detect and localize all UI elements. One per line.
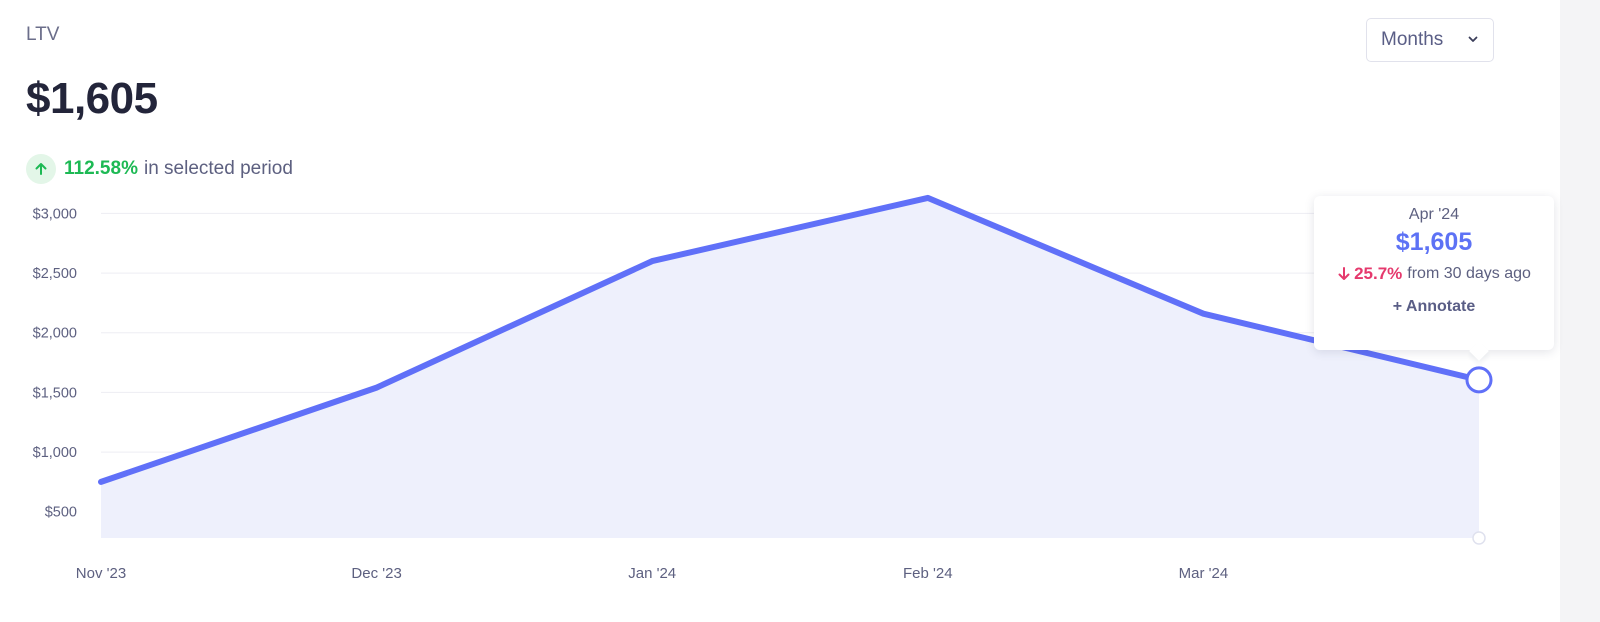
tooltip-date: Apr '24	[1408, 206, 1460, 223]
tooltip-value: $1,605	[1395, 228, 1473, 256]
y-tick-label: $1,500	[33, 385, 77, 401]
period-select-value: Months	[1381, 29, 1444, 50]
period-change: 112.58% in selected period	[26, 154, 293, 184]
y-tick-label: $3,000	[33, 206, 77, 222]
tooltip-change-percent: 25.7%	[1354, 264, 1403, 283]
right-gutter	[1560, 0, 1600, 622]
y-tick-label: $500	[45, 505, 77, 521]
x-tick-label: Nov '23	[76, 565, 126, 582]
chevron-down-icon	[1467, 29, 1479, 51]
chart-tooltip: Apr '24 $1,605 25.7% from 30 days ago + …	[1314, 196, 1554, 350]
change-percent: 112.58%	[64, 158, 138, 179]
y-tick-label: $2,000	[33, 326, 77, 342]
arrow-up-icon	[26, 154, 56, 184]
change-text: in selected period	[143, 158, 293, 179]
series-area	[101, 197, 1479, 538]
period-select[interactable]: Months	[1366, 18, 1494, 62]
metric-label: LTV	[26, 24, 60, 45]
metric-value: $1,605	[26, 74, 158, 123]
series-line	[98, 194, 1482, 485]
baseline-marker	[1472, 531, 1486, 545]
x-tick-label: Mar '24	[1179, 565, 1229, 582]
x-tick-label: Jan '24	[628, 565, 676, 582]
active-point-marker[interactable]	[1465, 366, 1493, 394]
arrow-down-icon	[1337, 266, 1351, 282]
annotate-button[interactable]: + Annotate	[1392, 298, 1476, 315]
tooltip-change-text: from 30 days ago	[1407, 265, 1531, 282]
x-tick-label: Dec '23	[351, 565, 401, 582]
tooltip-change: 25.7% from 30 days ago	[1314, 264, 1554, 284]
x-tick-label: Feb '24	[903, 565, 953, 582]
y-tick-label: $2,500	[33, 266, 77, 282]
y-tick-label: $1,000	[33, 445, 77, 461]
